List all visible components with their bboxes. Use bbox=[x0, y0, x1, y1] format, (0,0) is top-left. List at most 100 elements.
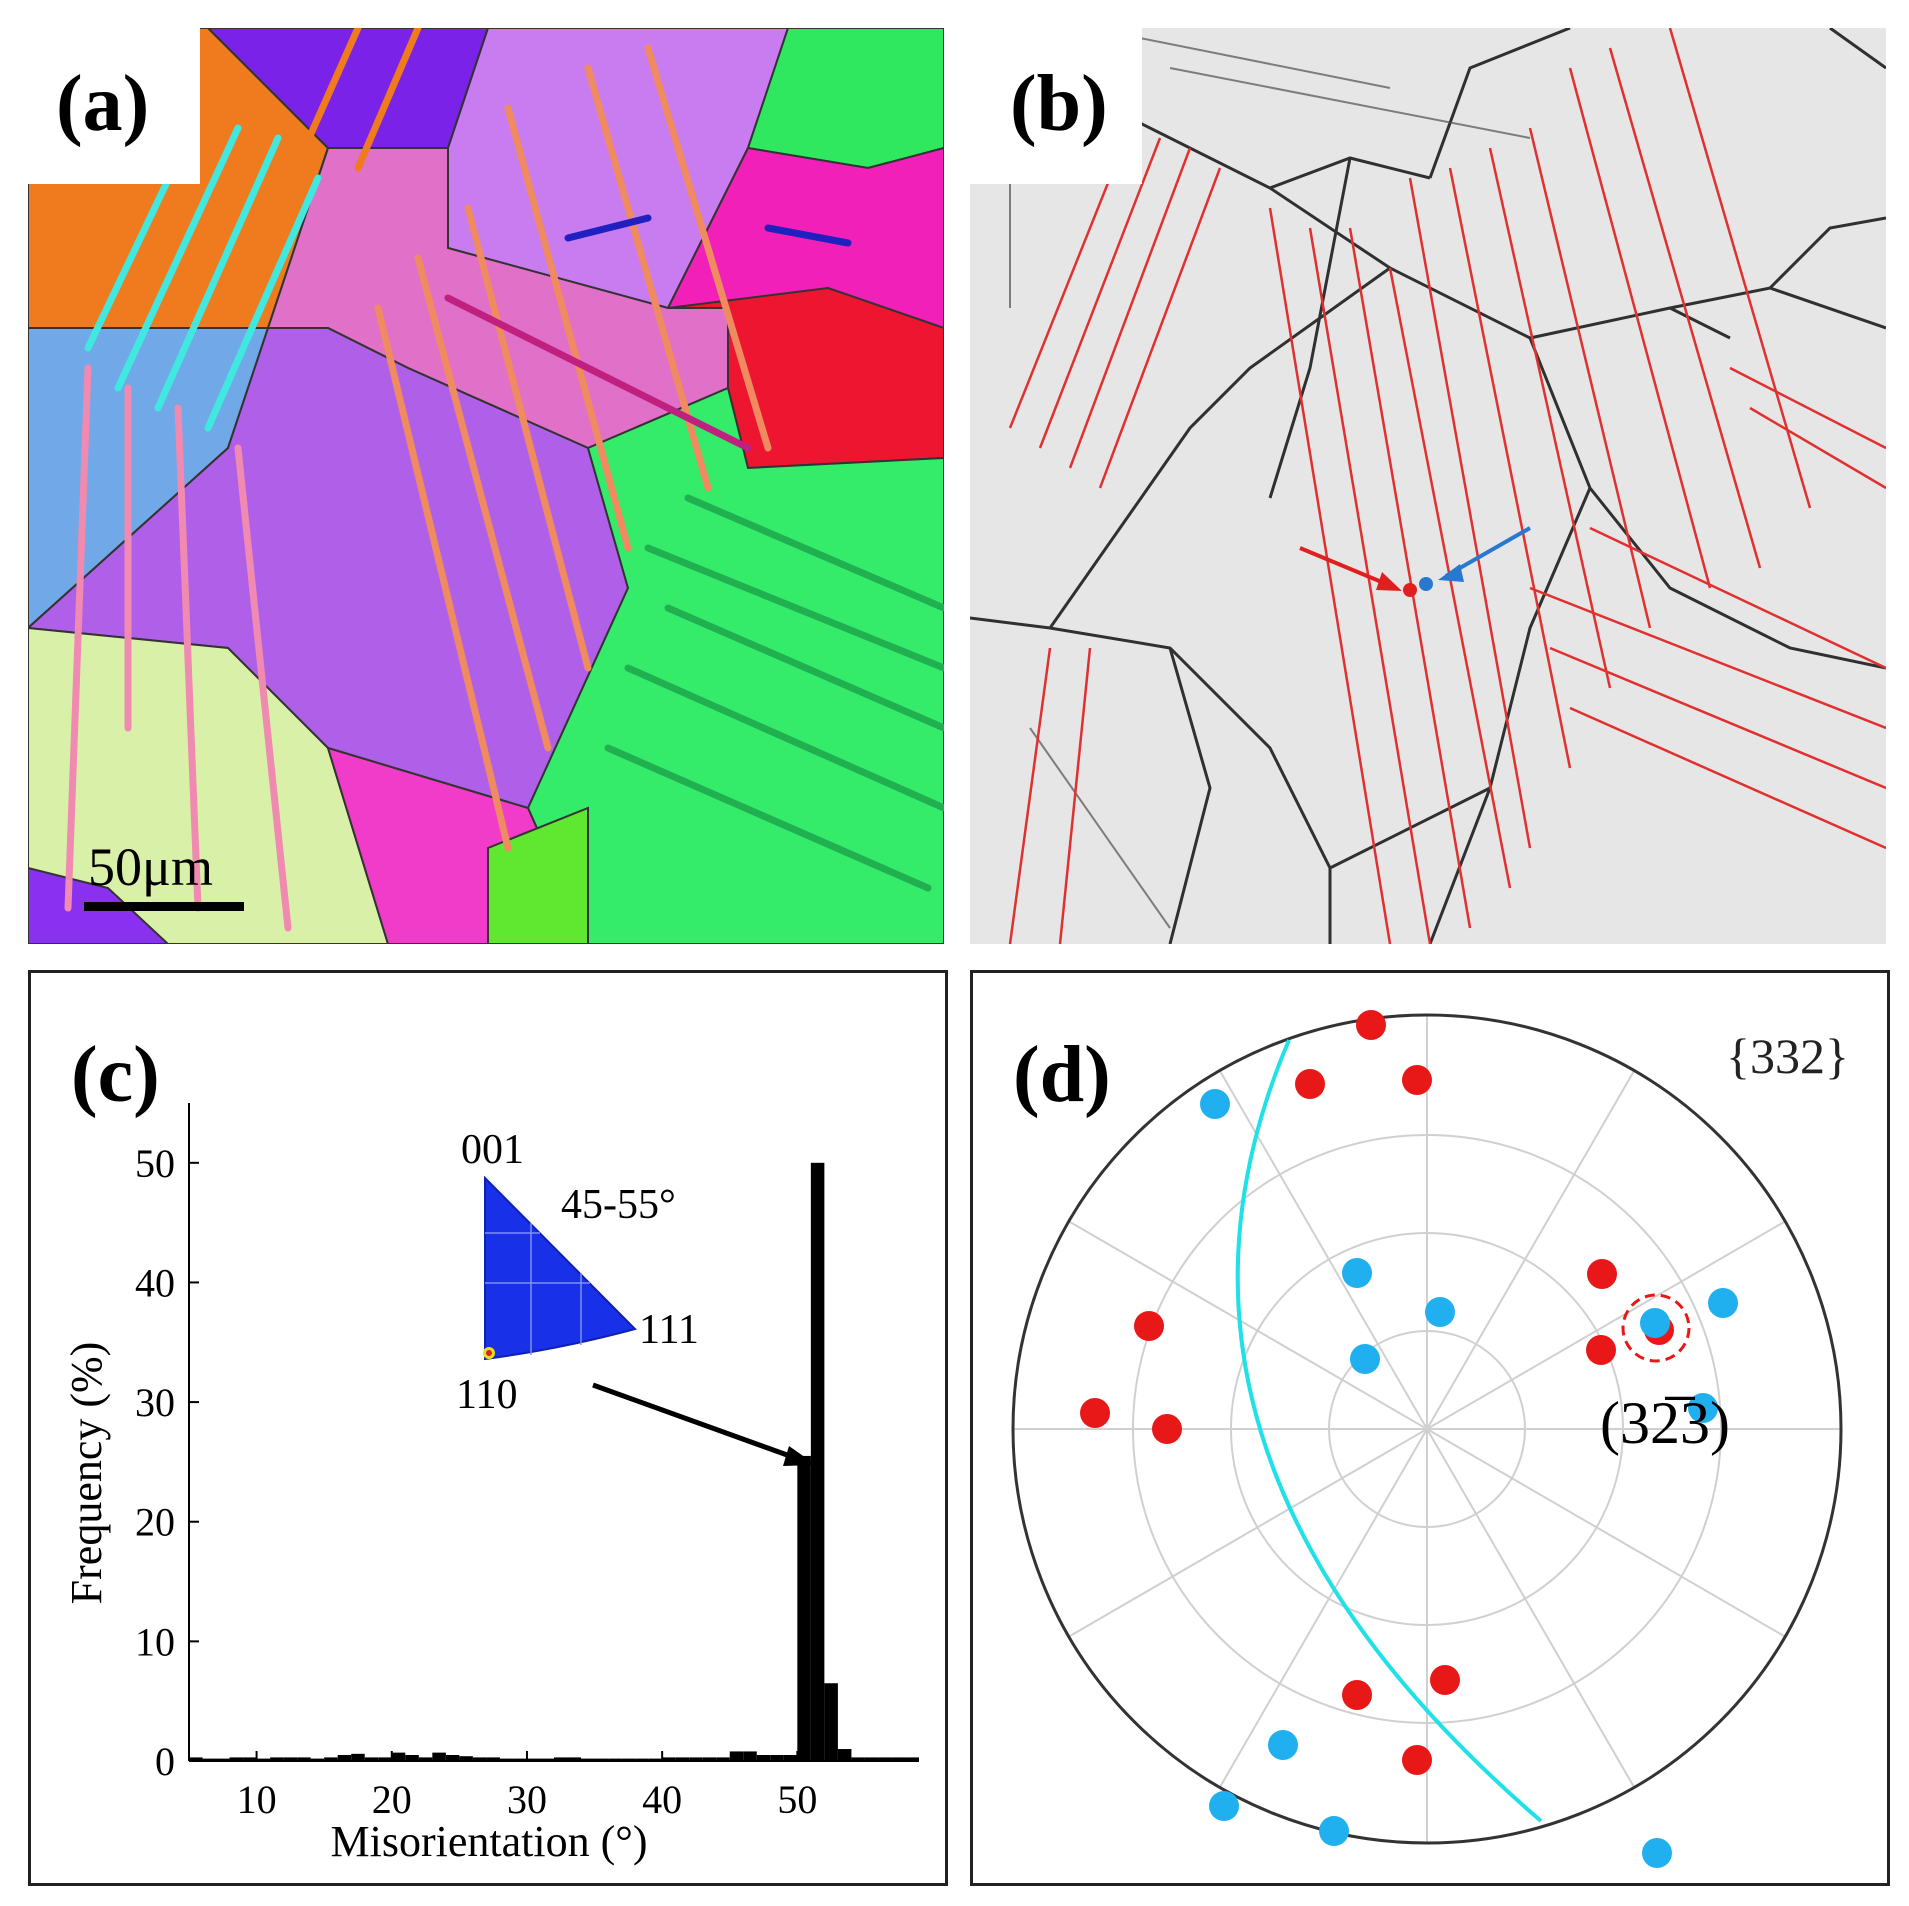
histogram-bar bbox=[540, 1758, 554, 1761]
x-tick-label: 50 bbox=[777, 1777, 817, 1822]
histogram-bar bbox=[229, 1757, 244, 1761]
ipf-angle-range: 45-55° bbox=[561, 1182, 676, 1228]
histogram-bar bbox=[581, 1758, 595, 1761]
twin-bands bbox=[64, 28, 944, 932]
red-pole bbox=[1586, 1335, 1616, 1365]
ipf-hotspot-core bbox=[486, 1350, 492, 1356]
great-circle-trace bbox=[1235, 1039, 1543, 1823]
y-tick-labels: 0 10 20 30 40 50 bbox=[135, 1141, 199, 1784]
ipf-corner-110: 110 bbox=[456, 1372, 517, 1418]
histogram-bar bbox=[270, 1757, 284, 1761]
histogram-bar bbox=[554, 1757, 568, 1761]
red-pole bbox=[1080, 1398, 1110, 1428]
histogram-bar bbox=[418, 1757, 433, 1761]
red-arrow-head bbox=[1376, 572, 1402, 591]
histogram-bar bbox=[459, 1756, 473, 1761]
histogram-bar bbox=[567, 1757, 582, 1761]
primitive-circle bbox=[1011, 1013, 1843, 1845]
y-tick-label: 0 bbox=[155, 1739, 175, 1784]
y-tick-label: 30 bbox=[135, 1380, 175, 1425]
x-tick-label: 30 bbox=[507, 1777, 547, 1822]
ipf-corner-001: 001 bbox=[461, 1127, 524, 1173]
red-pole bbox=[1134, 1311, 1164, 1341]
histogram-bar bbox=[810, 1162, 825, 1761]
red-pole bbox=[1402, 1065, 1432, 1095]
histogram-bar bbox=[513, 1758, 527, 1761]
histogram-bar bbox=[716, 1757, 730, 1761]
histogram-bar bbox=[310, 1758, 325, 1761]
scale-bar-label: 50μm bbox=[88, 837, 213, 897]
histogram-bar bbox=[391, 1752, 406, 1761]
histogram-bar bbox=[472, 1757, 487, 1761]
blue-arrow-head bbox=[1438, 564, 1464, 582]
histogram-bar bbox=[648, 1758, 663, 1761]
histogram-bar bbox=[405, 1755, 419, 1761]
blue-pole bbox=[1268, 1730, 1298, 1760]
red-pole bbox=[1587, 1259, 1617, 1289]
highlight-circle bbox=[1621, 1293, 1691, 1363]
ipf-map-image bbox=[28, 28, 944, 944]
histogram-chart: 10 20 30 40 50 0 10 20 30 40 50 Misorientation (°… bbox=[62, 1103, 919, 1866]
blue-marker-dot bbox=[1419, 577, 1433, 591]
x-tick-labels: 10 20 30 40 50 bbox=[237, 1751, 817, 1822]
histogram-bar bbox=[675, 1757, 690, 1761]
panel-a-ipf-map: (a) 50μm bbox=[28, 28, 944, 944]
blue-pole bbox=[1642, 1838, 1672, 1868]
blue-pole bbox=[1342, 1258, 1372, 1288]
red-pole bbox=[1402, 1745, 1432, 1775]
histogram-bar bbox=[824, 1683, 838, 1761]
histogram-bar bbox=[608, 1758, 622, 1761]
highlighted-plane-label: (32̅3) bbox=[1600, 1390, 1730, 1456]
y-tick-label: 40 bbox=[135, 1260, 175, 1305]
ipf-inset: 001 45-55° 111 110 bbox=[456, 1127, 816, 1466]
histogram-bar bbox=[756, 1755, 771, 1761]
blue-pole bbox=[1200, 1089, 1230, 1119]
x-tick-label: 40 bbox=[642, 1777, 682, 1822]
y-tick-label: 20 bbox=[135, 1500, 175, 1545]
red-pole bbox=[1342, 1680, 1372, 1710]
y-axis-label: Frequency (%) bbox=[62, 1342, 111, 1605]
blue-pole bbox=[1708, 1288, 1738, 1318]
blue-pole bbox=[1688, 1393, 1718, 1423]
x-axis-label: Misorientation (°) bbox=[331, 1817, 648, 1866]
histogram-bar bbox=[337, 1755, 352, 1761]
ipf-triangle bbox=[484, 1175, 637, 1361]
histogram-bar bbox=[864, 1757, 879, 1761]
histogram-bar bbox=[189, 1757, 203, 1761]
ipf-grid bbox=[485, 1223, 590, 1355]
panel-a-label: (a) bbox=[56, 60, 150, 148]
red-pole bbox=[1152, 1414, 1182, 1444]
histogram-bar bbox=[364, 1757, 379, 1761]
histogram-bar bbox=[621, 1758, 636, 1761]
ipf-corner-111: 111 bbox=[639, 1307, 699, 1353]
histogram-bar bbox=[324, 1757, 338, 1761]
histogram-bar bbox=[432, 1752, 446, 1761]
histogram-bar bbox=[283, 1757, 298, 1761]
histogram-bar bbox=[891, 1757, 906, 1761]
red-pole bbox=[1295, 1069, 1325, 1099]
grain-boundaries bbox=[970, 28, 1886, 944]
histogram-bar bbox=[635, 1758, 649, 1761]
panel-a-label-box: (a) bbox=[28, 28, 200, 184]
scale-bar bbox=[84, 902, 244, 911]
histogram-bar bbox=[594, 1758, 609, 1761]
inset-arrow-head bbox=[783, 1446, 816, 1466]
panel-c-histogram: (c) 10 20 30 40 50 0 10 20 30 40 50 Misorientatio… bbox=[28, 970, 948, 1886]
panel-b-label-box: (b) bbox=[970, 28, 1142, 184]
blue-poles bbox=[1200, 1089, 1738, 1868]
blue-pole bbox=[1319, 1816, 1349, 1846]
histogram-bar bbox=[743, 1751, 757, 1761]
x-tick-label: 10 bbox=[237, 1777, 277, 1822]
histogram-bar bbox=[783, 1755, 798, 1761]
grain-green-small bbox=[487, 806, 589, 944]
histogram-bar bbox=[202, 1758, 217, 1761]
histogram-bar bbox=[351, 1753, 365, 1761]
panel-d-label: (d) bbox=[1013, 1031, 1111, 1119]
blue-pole bbox=[1425, 1297, 1455, 1327]
histogram-bar bbox=[526, 1758, 541, 1761]
chart-bars bbox=[189, 1162, 919, 1761]
histogram-bar bbox=[905, 1757, 919, 1761]
pole-figure: {332} (32̅3) bbox=[1011, 1010, 1849, 1868]
histogram-bar bbox=[702, 1757, 717, 1761]
red-poles bbox=[1080, 1010, 1674, 1775]
